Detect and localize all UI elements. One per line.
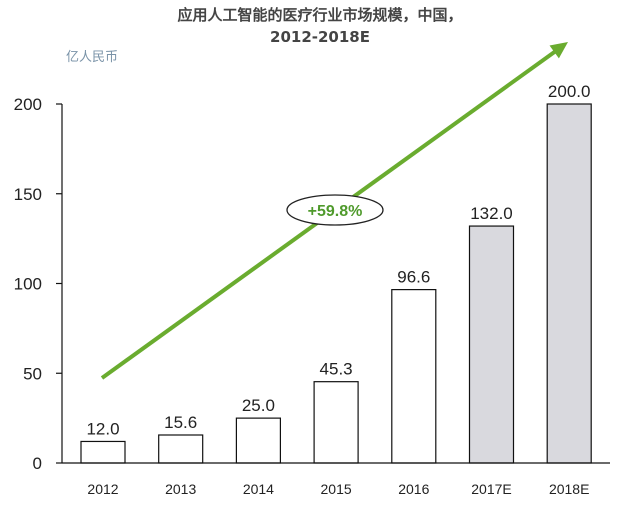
bar-2016: [391, 289, 437, 464]
y-tick-label: 100: [14, 275, 42, 294]
x-tick-label-2017E: 2017E: [471, 481, 511, 497]
data-label-2012: 12.0: [86, 419, 119, 438]
data-label-2013: 15.6: [164, 413, 197, 432]
x-tick-label-2018E: 2018E: [549, 481, 589, 497]
x-tick-label-2014: 2014: [243, 481, 274, 497]
growth-annotation-label: +59.8%: [308, 203, 363, 220]
unit-label: 亿人民币: [66, 50, 119, 65]
bar-2015: [313, 381, 359, 464]
chart-title-line1: 应用人工智能的医疗行业市场规模，中国，: [177, 6, 463, 24]
x-tick-label-2012: 2012: [87, 481, 118, 497]
bar-2012: [80, 440, 126, 464]
x-tick-label-2016: 2016: [398, 481, 429, 497]
bar-2018E: [546, 103, 592, 464]
data-label-2016: 96.6: [397, 268, 430, 287]
x-tick-label-2013: 2013: [165, 481, 196, 497]
bar-2017E: [468, 225, 515, 464]
data-label-2017E: 132.0: [470, 204, 513, 223]
growth-annotation-ellipse: [286, 194, 384, 226]
y-tick-label: 200: [14, 95, 42, 114]
bar-2014: [235, 417, 281, 464]
bar-2013: [158, 434, 204, 464]
y-tick-label: 50: [23, 364, 42, 383]
growth-arrow-head: [549, 42, 568, 59]
chart-title-line2: 2012-2018E: [270, 28, 370, 46]
x-tick-label-2015: 2015: [321, 481, 352, 497]
data-label-2014: 25.0: [242, 396, 275, 415]
y-tick-label: 150: [14, 185, 42, 204]
data-label-2015: 45.3: [320, 360, 353, 379]
y-tick-label: 0: [33, 454, 42, 473]
data-label-2018E: 200.0: [548, 82, 591, 101]
